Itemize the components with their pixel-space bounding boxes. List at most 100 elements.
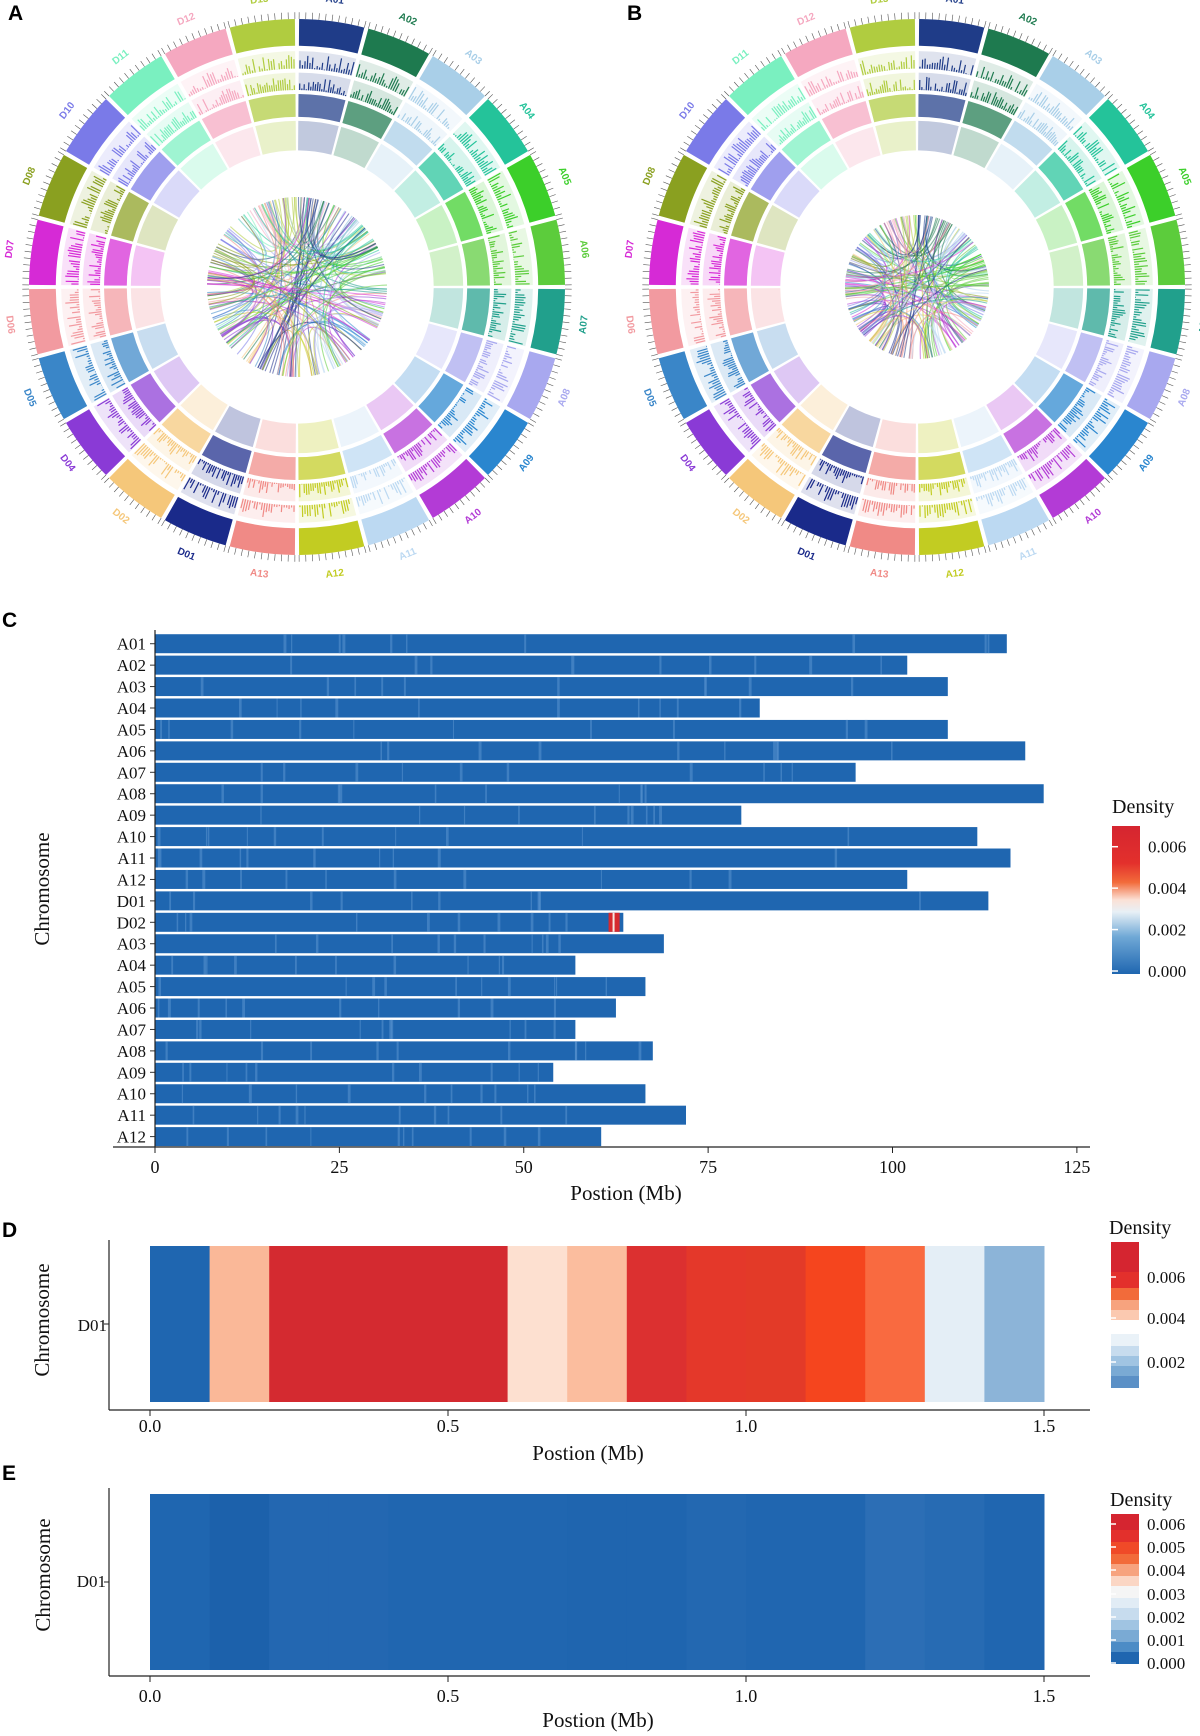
peak (372, 99, 377, 106)
peak (938, 504, 942, 517)
peak (735, 205, 738, 208)
peak (1135, 275, 1150, 278)
scale-tick (167, 523, 171, 530)
density-bin-12 (865, 1246, 926, 1402)
track-ring-2 (112, 136, 157, 188)
scale-tick (1000, 26, 1004, 33)
chromosome-A10 (366, 384, 490, 524)
peak (86, 355, 90, 358)
peak (493, 302, 507, 305)
density-streak (459, 762, 463, 782)
scale-tick (344, 16, 347, 24)
peak (136, 444, 147, 456)
peak (1078, 132, 1088, 141)
scale-ticks-D13 (847, 12, 916, 28)
scale-tick (217, 543, 220, 550)
peak (439, 147, 445, 152)
panel-e-legend: Density 0.0060.0050.0040.0030.0020.0010.… (1110, 1489, 1186, 1673)
track-ring-1 (731, 332, 769, 383)
scale-tick (1129, 449, 1136, 455)
density-streak (500, 1105, 503, 1125)
scale-tick (1031, 529, 1035, 536)
peak (133, 435, 138, 440)
scale-ticks-D01 (781, 519, 846, 552)
synteny-link (207, 199, 319, 279)
peak (774, 119, 776, 122)
scale-tick (771, 514, 776, 521)
peak (714, 384, 723, 390)
peak (1006, 461, 1011, 468)
peak (316, 482, 319, 494)
peak (114, 372, 121, 377)
peak (123, 396, 134, 405)
track-ring-0 (215, 126, 261, 169)
peak (834, 489, 838, 495)
ideogram-band-A12 (918, 520, 985, 555)
peak (711, 262, 722, 266)
track-ring-3 (713, 397, 762, 453)
peak (745, 165, 757, 174)
scale-tick (544, 389, 551, 393)
peak (759, 155, 766, 162)
peak (1080, 396, 1082, 399)
peak (701, 359, 712, 365)
peak (976, 95, 979, 100)
scale-tick (645, 244, 653, 246)
density-streak (659, 655, 662, 675)
peak (787, 436, 790, 439)
density-streak (199, 1019, 202, 1039)
density-streak (246, 848, 249, 868)
peak (260, 502, 264, 511)
scale-tick (1121, 109, 1127, 114)
peak (430, 104, 439, 115)
ideogram-band-A10 (1039, 458, 1106, 519)
peak (992, 468, 999, 481)
peak (476, 410, 489, 420)
peak (201, 86, 204, 90)
peak (722, 339, 728, 343)
peak (424, 127, 433, 138)
peak (941, 56, 944, 71)
density-streak (463, 869, 467, 889)
peak (225, 88, 232, 102)
scale-tick (417, 526, 421, 533)
peak (328, 64, 331, 72)
synteny-link (328, 316, 370, 357)
peak (237, 475, 240, 481)
scale-tick (643, 264, 650, 266)
track-ring-1 (111, 332, 149, 383)
scale-tick (811, 33, 815, 40)
peak (513, 255, 525, 258)
peak (140, 162, 144, 165)
scale-tick (687, 433, 694, 438)
scale-tick (487, 474, 493, 480)
peak (333, 502, 336, 508)
peak (438, 452, 443, 458)
peak (1063, 448, 1070, 455)
peak (448, 412, 459, 422)
peak (105, 346, 110, 349)
track-peaks-D04 (97, 387, 157, 450)
peak (247, 478, 252, 488)
scale-tick (1000, 541, 1004, 548)
peak (839, 71, 845, 82)
peak (244, 499, 249, 512)
scale-tick (658, 376, 665, 380)
density-streak (411, 891, 413, 911)
peak (810, 455, 817, 466)
peak (96, 240, 106, 244)
density-bar (155, 1105, 686, 1125)
peak (872, 501, 876, 512)
peak (701, 220, 709, 224)
synteny-link (871, 231, 964, 344)
peak (1057, 423, 1067, 433)
peak (1007, 78, 1014, 89)
peak (453, 438, 457, 443)
peak (992, 491, 995, 497)
peak (184, 98, 186, 100)
chromosome-label-D13: D13 (249, 0, 269, 7)
scale-ticks-A07 (556, 288, 572, 357)
peak (984, 91, 990, 103)
peak (116, 198, 121, 202)
density-bin-4 (388, 1494, 449, 1670)
